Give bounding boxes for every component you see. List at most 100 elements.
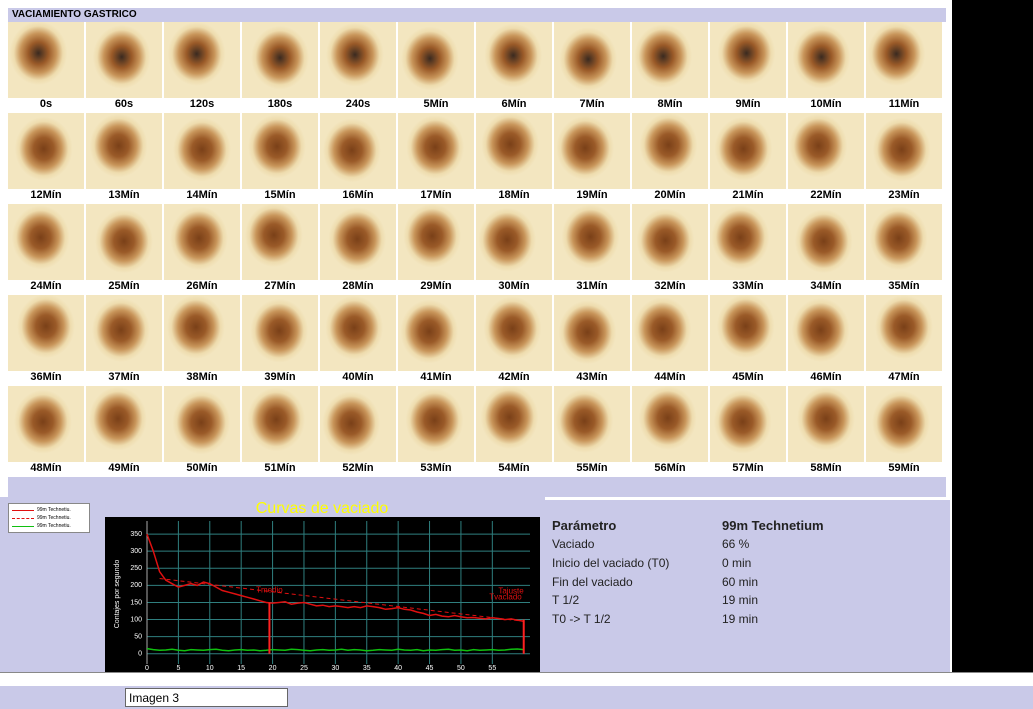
frame-label: 24Mín [8,280,84,292]
y-axis-label: Contajes por segundo [114,560,121,629]
frame: 28Mín [320,204,396,294]
frame-image [476,386,552,462]
frame-image [632,204,708,280]
frame-image [320,22,396,98]
marker-label: Tvaciado [489,593,522,602]
frame: 35Mín [866,204,942,294]
parameter-header: 99m Technetium [722,518,824,533]
frame-label: 55Mín [554,462,630,474]
x-tick-label: 30 [331,665,339,672]
frame-image [710,204,786,280]
x-tick-label: 50 [457,665,465,672]
frame-image [320,386,396,462]
frame: 54Mín [476,386,552,476]
frame-image [242,204,318,280]
frame: 20Mín [632,113,708,203]
frame-image [710,22,786,98]
frame-image [86,386,162,462]
frame-image [242,22,318,98]
frame: 50Mín [164,386,240,476]
frame-label: 22Mín [788,189,864,201]
frame: 7Mín [554,22,630,112]
frame-label: 20Mín [632,189,708,201]
frame-label: 59Mín [866,462,942,474]
frame-label: 11Mín [866,98,942,110]
frame: 22Mín [788,113,864,203]
frame-image [710,386,786,462]
frame: 25Mín [86,204,162,294]
frame-image [164,204,240,280]
frame-image [476,204,552,280]
image-selector[interactable]: Imagen 3 [125,688,288,707]
x-tick-label: 25 [300,665,308,672]
frame: 13Mín [86,113,162,203]
frame-label: 57Mín [710,462,786,474]
x-tick-label: 40 [394,665,402,672]
frame-label: 14Mín [164,189,240,201]
legend-swatch [12,518,34,519]
frame-label: 58Mín [788,462,864,474]
frame-label: 19Mín [554,189,630,201]
frame-label: 45Mín [710,371,786,383]
x-tick-label: 55 [488,665,496,672]
parameter-value: 66 % [722,537,749,551]
frame-image [86,204,162,280]
parameter-name: T 1/2 [552,593,579,607]
frame-label: 180s [242,98,318,110]
frame-image [866,204,942,280]
frame-label: 49Mín [86,462,162,474]
frame-label: 5Mín [398,98,474,110]
frame: 8Mín [632,22,708,112]
frame-image [398,386,474,462]
x-tick-label: 5 [176,665,180,672]
frame-image [242,295,318,371]
frame-label: 0s [8,98,84,110]
frame-image [632,22,708,98]
frame: 5Mín [398,22,474,112]
frame: 48Mín [8,386,84,476]
frame: 29Mín [398,204,474,294]
y-tick-label: 300 [130,548,142,555]
frame: 120s [164,22,240,112]
frame-image [398,295,474,371]
frame: 38Mín [164,295,240,385]
frame: 21Mín [710,113,786,203]
frame-label: 240s [320,98,396,110]
chart-title: Curvas de vaciado [256,500,389,517]
frame-image [398,204,474,280]
frame-label: 51Mín [242,462,318,474]
frame-label: 9Mín [710,98,786,110]
frame: 32Mín [632,204,708,294]
legend-label: 99m Technetiu. [37,522,71,530]
y-tick-label: 0 [138,651,142,658]
frame-image [242,113,318,189]
frame-label: 8Mín [632,98,708,110]
frame-label: 23Mín [866,189,942,201]
marker-label: Tmedio [256,586,283,595]
legend-entry: 99m Technetiu. [12,522,88,530]
frame-label: 36Mín [8,371,84,383]
frame-label: 43Mín [554,371,630,383]
frame: 0s [8,22,84,112]
frame-label: 18Mín [476,189,552,201]
frame-image [866,295,942,371]
frame: 17Mín [398,113,474,203]
frame: 56Mín [632,386,708,476]
frame: 40Mín [320,295,396,385]
frame-label: 34Mín [788,280,864,292]
frame-label: 37Mín [86,371,162,383]
frame-label: 21Mín [710,189,786,201]
y-tick-label: 150 [130,599,142,606]
legend-swatch [12,510,34,511]
parameter-name: T0 -> T 1/2 [552,612,611,626]
x-tick-label: 10 [206,665,214,672]
frame-image [8,22,84,98]
frame-image [866,113,942,189]
frame: 18Mín [476,113,552,203]
frame-label: 30Mín [476,280,552,292]
legend-label: 99m Technetiu. [37,514,71,522]
frame-image [866,386,942,462]
side-panel [952,0,1033,672]
parameter-value: 19 min [722,593,758,607]
x-tick-label: 0 [145,665,149,672]
